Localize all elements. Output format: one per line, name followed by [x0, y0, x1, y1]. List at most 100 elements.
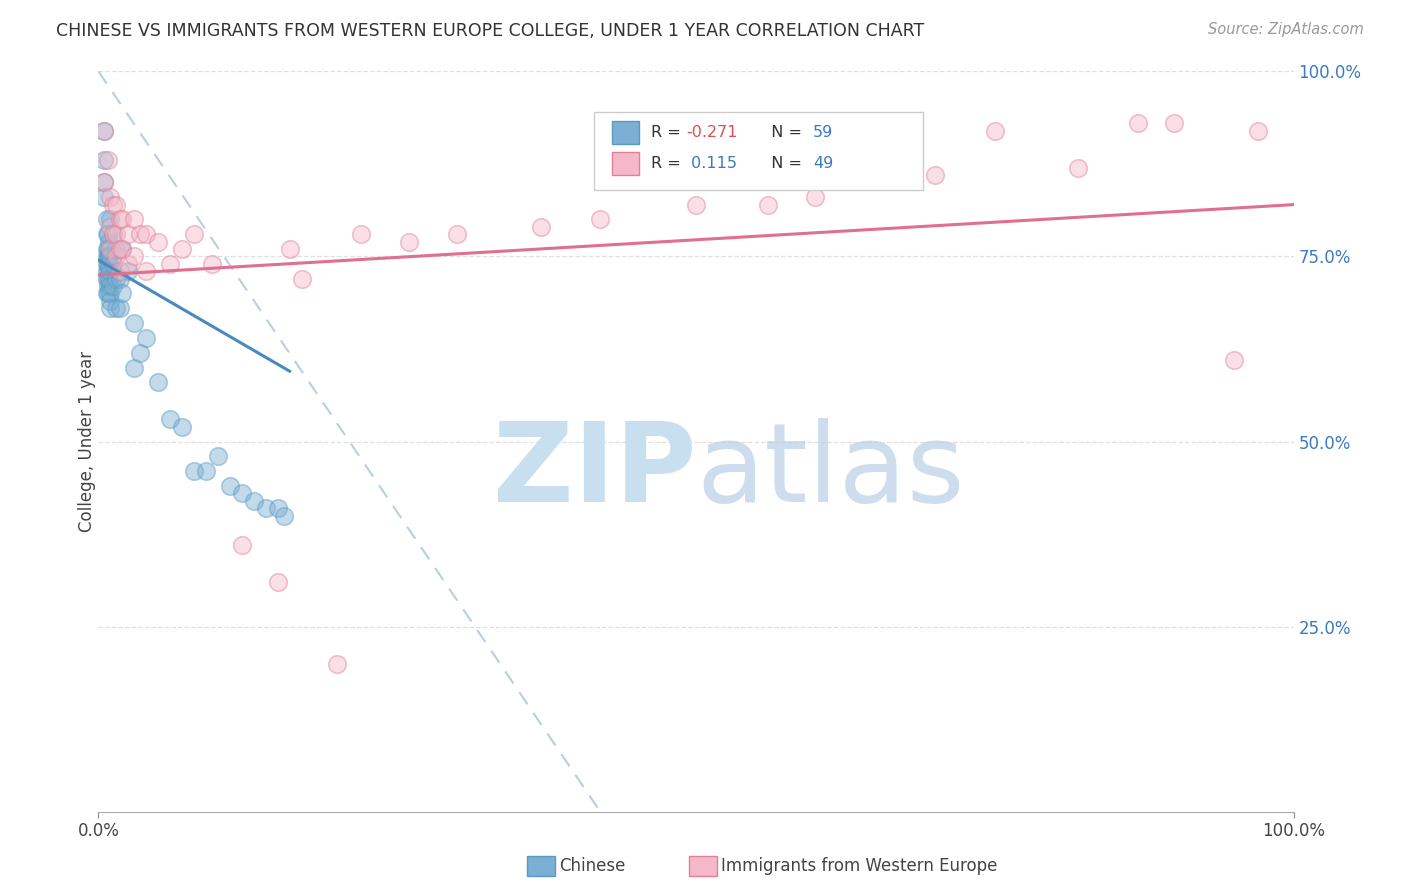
Text: R =: R =: [651, 125, 686, 140]
Point: [254, 501, 277, 516]
Point: [231, 486, 253, 500]
Point: [98, 250, 121, 264]
Text: N =: N =: [761, 125, 807, 140]
Point: [159, 412, 181, 426]
Point: [1163, 116, 1185, 130]
Point: [685, 197, 707, 211]
Point: [183, 227, 205, 242]
Point: [219, 479, 242, 493]
Text: 0.115: 0.115: [686, 156, 737, 171]
Point: [148, 376, 170, 390]
Point: [135, 264, 157, 278]
Point: [97, 250, 120, 264]
Point: [135, 331, 157, 345]
Point: [350, 227, 373, 242]
Point: [124, 250, 146, 264]
Point: [93, 175, 115, 190]
Point: [98, 293, 122, 308]
Point: [93, 190, 115, 204]
Point: [101, 197, 124, 211]
Point: [108, 212, 131, 227]
Point: [984, 123, 1007, 137]
Point: [183, 464, 205, 478]
Point: [291, 271, 314, 285]
Point: [97, 264, 120, 278]
Point: [201, 257, 224, 271]
Point: [98, 219, 122, 234]
Text: Immigrants from Western Europe: Immigrants from Western Europe: [721, 857, 998, 875]
Point: [124, 360, 146, 375]
Text: -0.271: -0.271: [686, 125, 738, 140]
Point: [148, 235, 170, 249]
Point: [207, 450, 229, 464]
Text: R =: R =: [651, 156, 686, 171]
Point: [96, 271, 118, 285]
Point: [117, 257, 139, 271]
Point: [96, 212, 118, 227]
Point: [98, 250, 122, 264]
Point: [756, 197, 779, 211]
Point: [98, 301, 122, 316]
Bar: [613, 120, 638, 145]
Point: [273, 508, 295, 523]
Point: [105, 271, 128, 285]
Point: [267, 501, 290, 516]
Point: [97, 242, 120, 256]
Point: [924, 168, 946, 182]
Point: [278, 242, 301, 256]
Point: [96, 264, 118, 278]
Point: [129, 345, 152, 359]
Point: [105, 242, 128, 256]
Point: [159, 257, 181, 271]
Point: [231, 538, 253, 552]
Point: [117, 227, 139, 242]
Point: [1128, 116, 1150, 130]
Point: [589, 212, 612, 227]
Point: [1247, 123, 1270, 137]
Point: [96, 242, 118, 256]
Point: [96, 227, 118, 242]
Point: [172, 242, 194, 256]
Point: [97, 279, 120, 293]
Point: [111, 242, 134, 256]
Point: [101, 227, 124, 242]
Point: [108, 271, 131, 285]
Text: ZIP: ZIP: [492, 417, 696, 524]
Point: [243, 493, 266, 508]
Point: [108, 264, 131, 278]
Text: 49: 49: [813, 156, 834, 171]
Point: [129, 227, 152, 242]
Point: [326, 657, 349, 671]
Point: [96, 250, 118, 264]
Point: [98, 271, 121, 285]
Point: [195, 464, 218, 478]
Point: [101, 257, 124, 271]
Point: [98, 242, 122, 256]
Point: [93, 123, 115, 137]
Point: [97, 286, 120, 301]
Y-axis label: College, Under 1 year: College, Under 1 year: [79, 351, 96, 533]
FancyBboxPatch shape: [595, 112, 922, 190]
Point: [267, 575, 290, 590]
Point: [97, 227, 120, 242]
Point: [105, 197, 128, 211]
Point: [398, 235, 420, 249]
Text: N =: N =: [761, 156, 807, 171]
Point: [97, 271, 120, 285]
Text: 59: 59: [813, 125, 834, 140]
Point: [111, 212, 134, 227]
Point: [98, 257, 121, 271]
Point: [1067, 161, 1090, 175]
Point: [93, 175, 115, 190]
Point: [124, 212, 146, 227]
Text: Source: ZipAtlas.com: Source: ZipAtlas.com: [1208, 22, 1364, 37]
Point: [98, 286, 122, 301]
Point: [97, 153, 120, 168]
Point: [96, 286, 118, 301]
Point: [135, 227, 157, 242]
Bar: [613, 152, 638, 176]
Point: [101, 279, 124, 293]
Point: [111, 286, 134, 301]
Point: [108, 242, 131, 256]
Point: [172, 419, 194, 434]
